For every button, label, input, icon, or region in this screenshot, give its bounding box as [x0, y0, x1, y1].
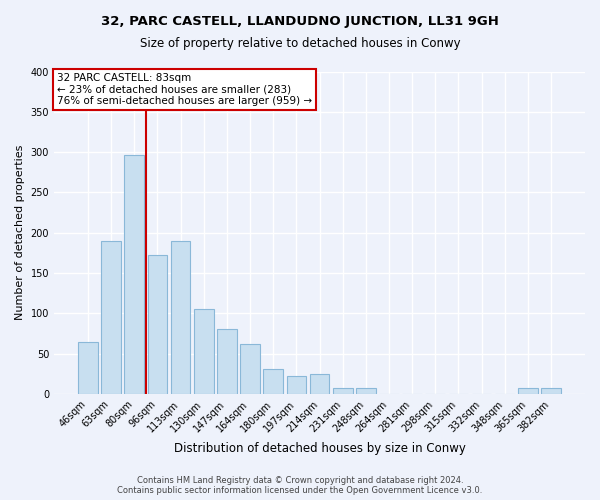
Bar [240, 344, 260, 394]
Bar [148, 256, 167, 394]
Bar [217, 330, 237, 394]
Text: Contains HM Land Registry data © Crown copyright and database right 2024.
Contai: Contains HM Land Registry data © Crown c… [118, 476, 482, 495]
Bar [101, 241, 121, 394]
Bar [518, 388, 538, 394]
Bar [194, 308, 214, 394]
Bar [310, 374, 329, 394]
Text: 32, PARC CASTELL, LLANDUDNO JUNCTION, LL31 9GH: 32, PARC CASTELL, LLANDUDNO JUNCTION, LL… [101, 15, 499, 28]
X-axis label: Distribution of detached houses by size in Conwy: Distribution of detached houses by size … [173, 442, 466, 455]
Y-axis label: Number of detached properties: Number of detached properties [15, 145, 25, 320]
Text: Size of property relative to detached houses in Conwy: Size of property relative to detached ho… [140, 38, 460, 51]
Text: 32 PARC CASTELL: 83sqm
← 23% of detached houses are smaller (283)
76% of semi-de: 32 PARC CASTELL: 83sqm ← 23% of detached… [56, 73, 312, 106]
Bar [171, 241, 190, 394]
Bar [124, 154, 144, 394]
Bar [287, 376, 306, 394]
Bar [78, 342, 98, 394]
Bar [541, 388, 561, 394]
Bar [263, 369, 283, 394]
Bar [356, 388, 376, 394]
Bar [333, 388, 353, 394]
